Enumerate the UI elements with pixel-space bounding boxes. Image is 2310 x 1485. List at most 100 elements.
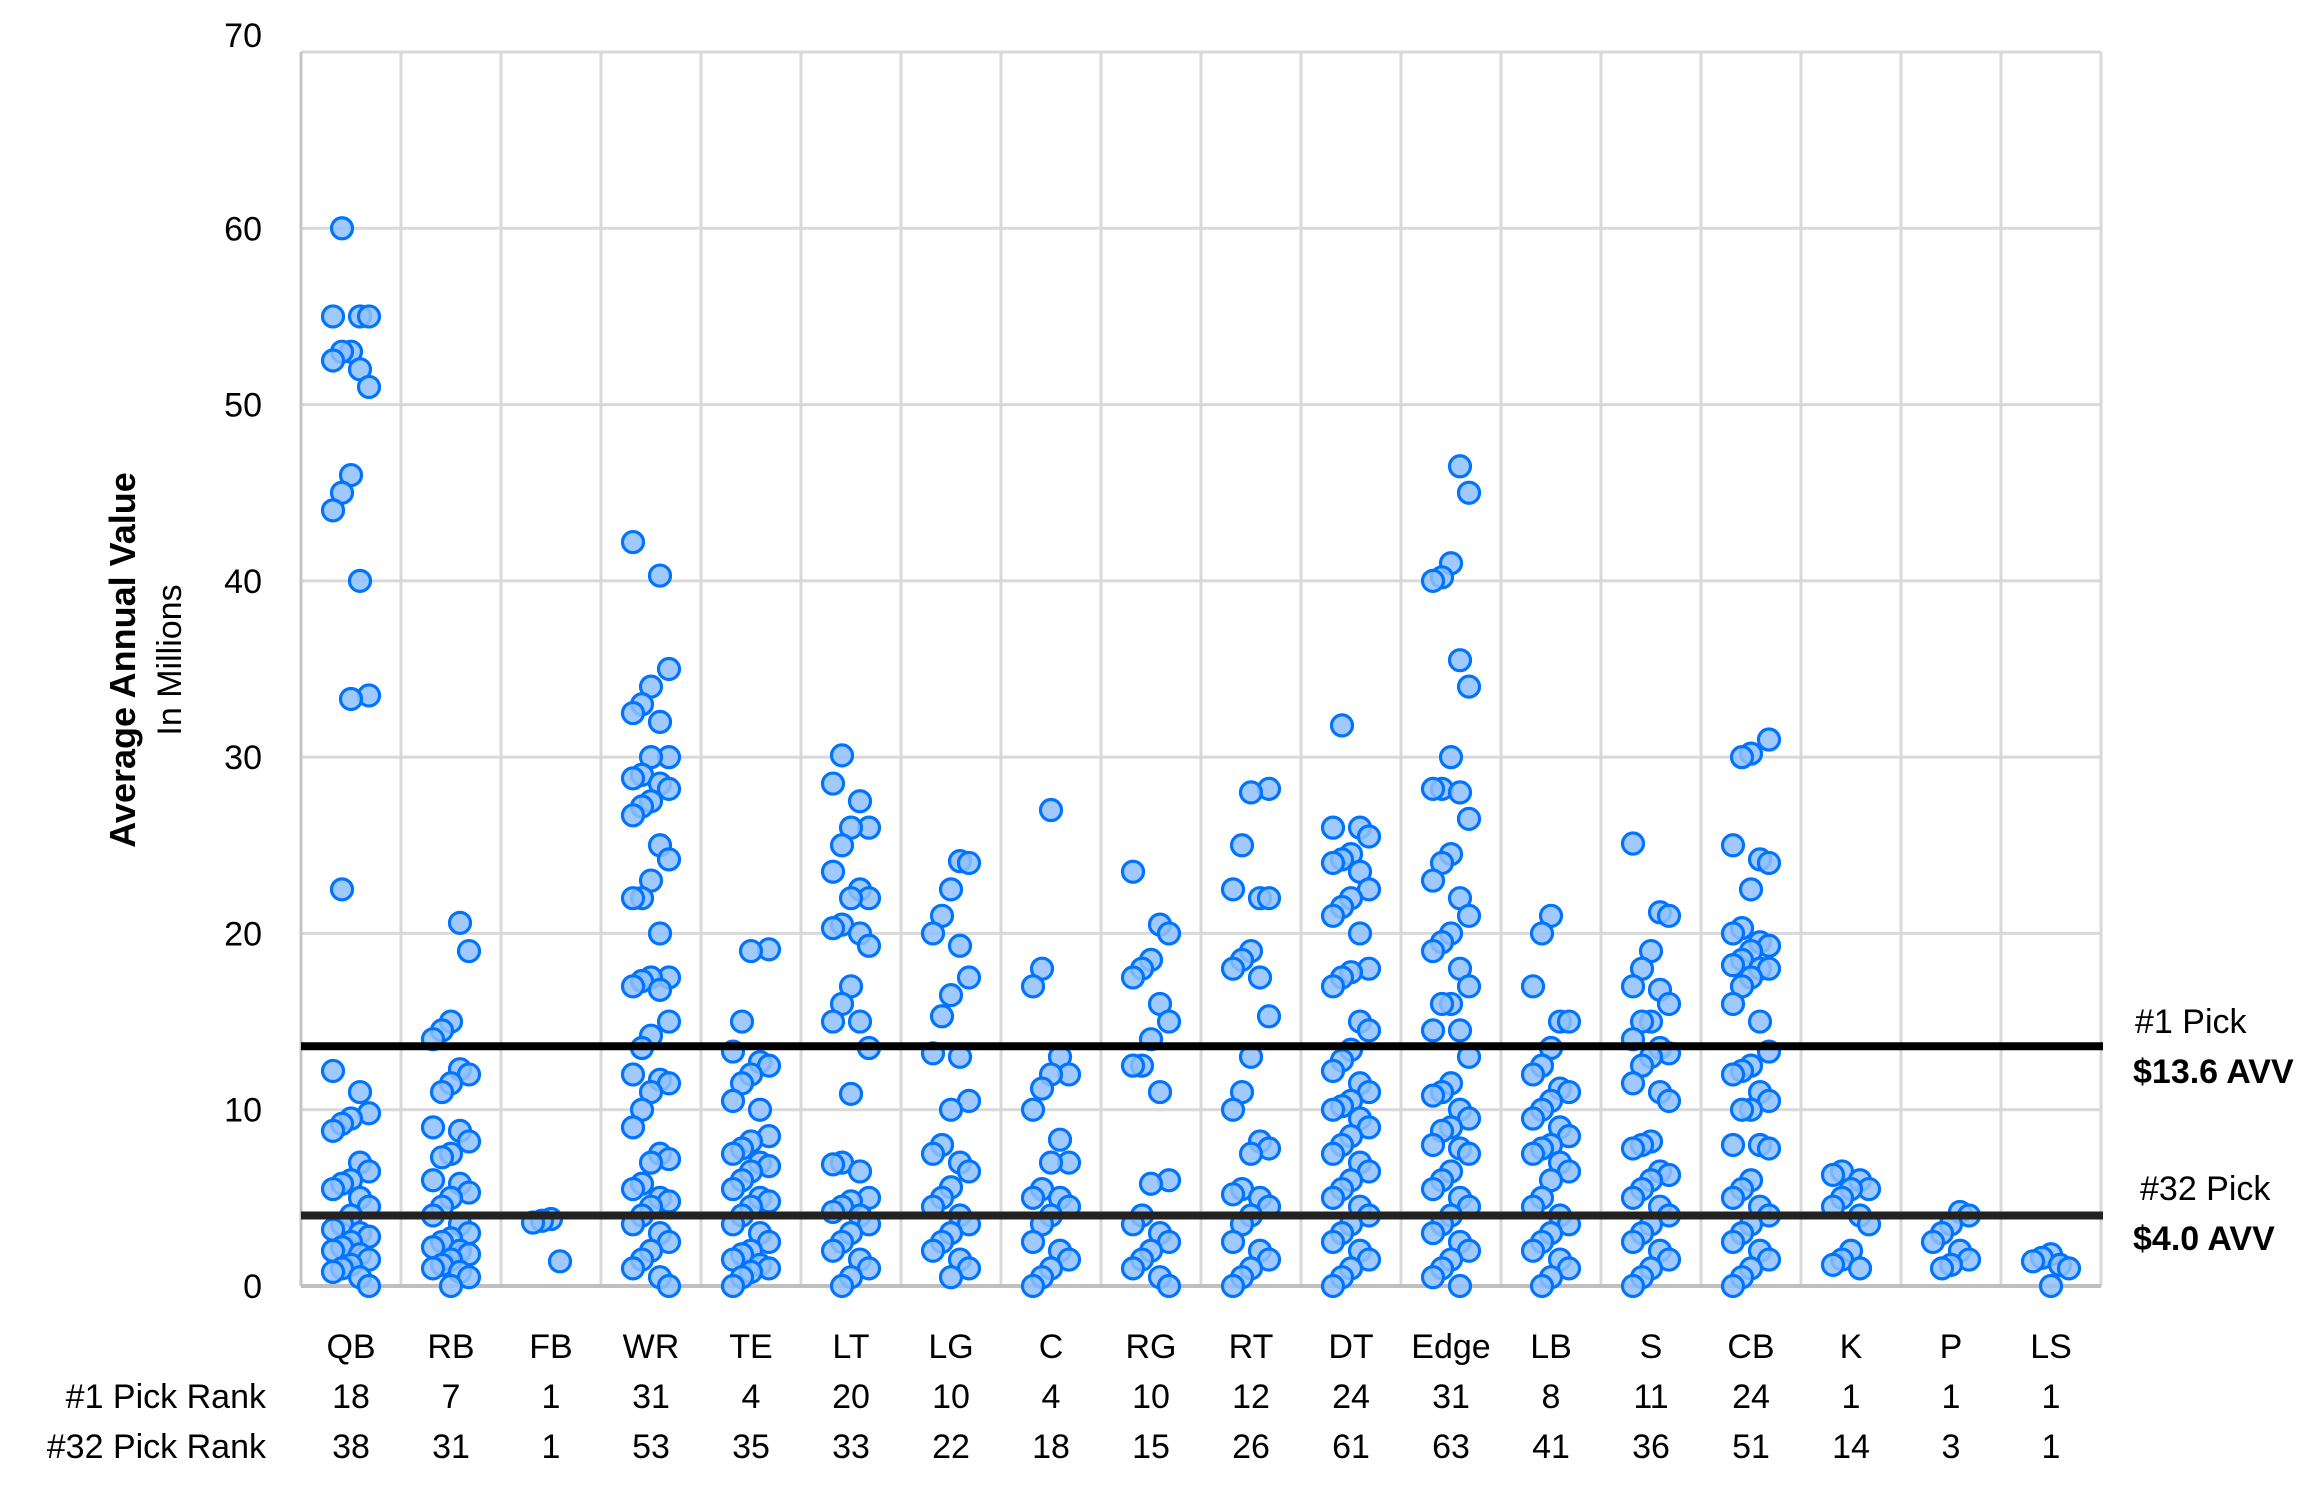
data-point	[1120, 1053, 1146, 1078]
series-edge	[1420, 454, 1482, 1299]
rank-cell: 12	[1232, 1378, 1270, 1416]
rank-table: #1 Pick Rank 18 7 1 31 4 20 10 4 10 12 24 31 8 11 24 1 1 1…	[47, 1378, 2061, 1466]
data-point	[747, 1097, 773, 1122]
data-point	[1038, 797, 1064, 823]
data-point	[938, 877, 964, 902]
data-point	[1420, 1221, 1446, 1246]
rank-cell: 26	[1232, 1428, 1270, 1466]
pick1-annotation: #1 Pick $13.6 AVV	[2133, 1003, 2294, 1091]
data-point	[656, 1273, 682, 1299]
data-point	[620, 1062, 646, 1087]
category-label-rt: RT	[1229, 1328, 1274, 1366]
data-point	[547, 1249, 573, 1274]
data-point	[1447, 1018, 1473, 1043]
data-point	[1156, 1273, 1182, 1299]
data-point	[1120, 965, 1146, 990]
data-point	[1747, 1009, 1773, 1034]
y-axis-ticks: 0 10 20 30 40 50 60 70	[224, 17, 262, 1306]
data-point	[1447, 454, 1473, 479]
series-dt	[1320, 713, 1382, 1299]
data-point	[429, 1079, 455, 1105]
data-point	[1420, 568, 1446, 593]
data-point	[620, 529, 646, 555]
data-point	[447, 910, 473, 935]
data-point	[1720, 1062, 1746, 1087]
data-point	[1520, 1106, 1546, 1131]
data-point	[1220, 956, 1246, 981]
category-label-lt: LT	[832, 1328, 869, 1366]
data-point	[1656, 991, 1682, 1017]
data-point	[1420, 1176, 1446, 1202]
data-point	[1756, 1136, 1782, 1161]
data-point	[1456, 974, 1482, 999]
data-point	[320, 1259, 346, 1284]
data-point	[1138, 1171, 1164, 1196]
rank-cell: 1	[2042, 1428, 2061, 1466]
y-tick-label: 50	[224, 387, 262, 425]
data-point	[356, 1273, 382, 1299]
y-tick-label: 60	[224, 210, 262, 248]
data-point	[656, 776, 682, 801]
data-point	[838, 1081, 864, 1106]
data-point	[1620, 1136, 1646, 1161]
rank-cell: 35	[732, 1428, 770, 1466]
data-point	[820, 1009, 846, 1034]
rank-row-label: #1 Pick Rank	[66, 1378, 267, 1416]
data-point	[1729, 745, 1755, 770]
data-point	[320, 348, 346, 373]
data-point	[638, 1150, 664, 1175]
data-point	[2038, 1273, 2064, 1299]
data-point	[1238, 1141, 1264, 1166]
series-qb	[320, 216, 382, 1299]
y-tick-label: 0	[243, 1268, 262, 1306]
data-point	[1320, 850, 1346, 876]
rank-cell: 51	[1732, 1428, 1770, 1466]
series-lg	[920, 849, 982, 1290]
data-point	[1247, 965, 1273, 990]
data-point	[1020, 974, 1046, 999]
y-tick-label: 10	[224, 1092, 262, 1130]
data-point	[647, 563, 673, 588]
rank-cell: 4	[742, 1378, 761, 1416]
data-point	[647, 977, 673, 1002]
category-label-te: TE	[729, 1328, 772, 1366]
data-point	[1620, 831, 1646, 856]
data-point	[956, 1159, 982, 1184]
data-point	[1429, 991, 1455, 1017]
category-label-k: K	[1840, 1328, 1863, 1366]
data-point	[1456, 903, 1482, 928]
data-point	[656, 656, 682, 682]
data-point	[1329, 713, 1355, 738]
data-point	[1420, 1265, 1446, 1290]
series-lt	[820, 743, 882, 1299]
data-point	[1120, 859, 1146, 884]
data-point	[856, 933, 882, 958]
rank-cell: 63	[1432, 1428, 1470, 1466]
data-point	[920, 1238, 946, 1263]
category-label-wr: WR	[623, 1328, 680, 1366]
data-point	[620, 700, 646, 726]
data-point	[1756, 850, 1782, 876]
y-tick-label: 30	[224, 739, 262, 777]
category-label-s: S	[1640, 1328, 1663, 1366]
series-cb	[1720, 727, 1782, 1299]
data-point	[1220, 1229, 1246, 1255]
data-point	[1447, 780, 1473, 805]
rank-cell: 1	[1842, 1378, 1861, 1416]
category-label-fb: FB	[529, 1328, 572, 1366]
data-point	[1320, 1185, 1346, 1210]
data-point	[1020, 1185, 1046, 1210]
reference-lines	[301, 1042, 2103, 1220]
gridlines	[299, 50, 2103, 1288]
data-point	[1620, 1273, 1646, 1299]
data-point	[1320, 815, 1346, 840]
rank-cell: 36	[1632, 1428, 1670, 1466]
rank-cell: 20	[832, 1378, 870, 1416]
data-point	[1456, 480, 1482, 505]
rank-cell: 41	[1532, 1428, 1570, 1466]
data-point	[1147, 1079, 1173, 1105]
data-point	[1620, 1229, 1646, 1255]
data-point	[1720, 1132, 1746, 1158]
data-point	[1447, 648, 1473, 673]
